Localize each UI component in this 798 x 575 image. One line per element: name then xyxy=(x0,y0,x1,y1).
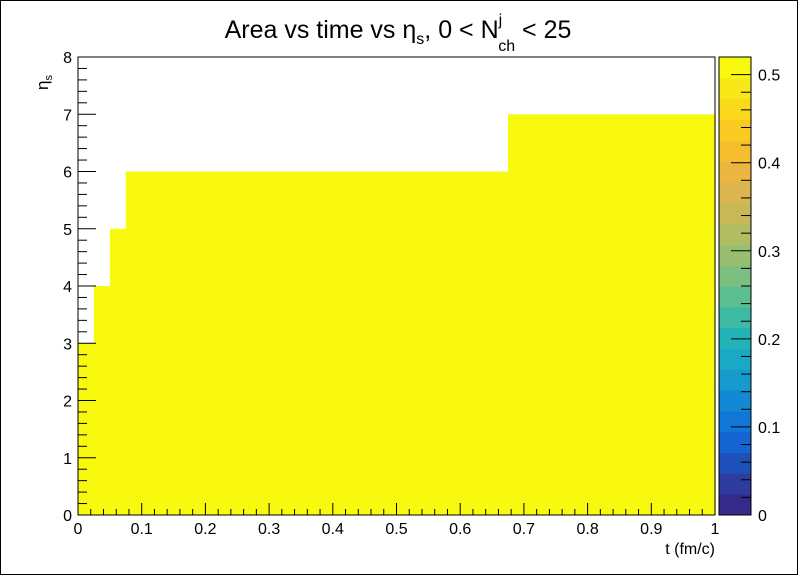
colorbar-swatch xyxy=(719,181,751,204)
z-tick-label: 0.4 xyxy=(758,156,780,173)
x-tick-label: 0.3 xyxy=(258,521,280,538)
colorbar-swatch xyxy=(719,57,751,79)
heatmap-cell-3 xyxy=(125,171,509,515)
y-tick-label: 2 xyxy=(63,394,72,411)
colorbar-swatch xyxy=(719,348,751,370)
y-tick-label: 5 xyxy=(63,222,72,239)
colorbar-swatch xyxy=(719,119,751,141)
colorbar-axis: 0 0.1 0.2 0.3 0.4 0.5 xyxy=(731,57,780,525)
colorbar-swatch xyxy=(719,140,751,162)
x-tick-label: 1 xyxy=(711,521,720,538)
colorbar-swatch xyxy=(719,410,751,433)
colorbar-swatch xyxy=(719,327,751,349)
x-axis: 0 0.1 0.2 0.3 0.4 0.5 0.6 0.7 0.8 0.9 1 xyxy=(74,503,720,538)
y-axis: 0 1 2 3 4 5 6 7 8 xyxy=(63,50,96,525)
x-tick-label: 0.7 xyxy=(513,521,535,538)
colorbar-swatch xyxy=(719,473,751,495)
x-tick-label: 0.4 xyxy=(322,521,344,538)
chart-title: Area vs time vs ηs, 0 < Nj ch < 25 xyxy=(225,12,572,55)
x-tick-label: 0.9 xyxy=(640,521,662,538)
colorbar-swatch xyxy=(719,369,751,391)
y-axis-label: ηs xyxy=(33,75,55,90)
colorbar-swatch xyxy=(719,494,751,516)
z-tick-label: 0.1 xyxy=(758,420,780,437)
z-tick-label: 0.3 xyxy=(758,244,780,261)
colorbar-swatch xyxy=(719,452,751,474)
colorbar-swatch xyxy=(719,286,751,308)
y-tick-label: 1 xyxy=(63,451,72,468)
colorbar-swatch xyxy=(719,223,751,245)
heatmap-cell-2 xyxy=(109,228,127,515)
colorbar-swatch xyxy=(719,77,751,100)
z-tick-label: 0 xyxy=(758,508,767,525)
y-tick-label: 7 xyxy=(63,107,72,124)
colorbar-swatch xyxy=(719,306,751,329)
x-tick-label: 0.2 xyxy=(194,521,216,538)
heatmap-cell-4 xyxy=(507,114,716,515)
y-tick-label: 4 xyxy=(63,279,72,296)
colorbar-swatch xyxy=(719,244,751,266)
heatmap-cells xyxy=(78,114,716,515)
x-tick-label: 0.8 xyxy=(576,521,598,538)
x-tick-label: 0.5 xyxy=(385,521,407,538)
y-tick-label: 8 xyxy=(63,50,72,67)
colorbar-swatch xyxy=(719,265,751,287)
x-tick-label: 0.1 xyxy=(131,521,153,538)
heatmap-cell-0 xyxy=(78,343,95,515)
x-tick-label: 0.6 xyxy=(449,521,471,538)
y-tick-label: 6 xyxy=(63,165,72,182)
colorbar xyxy=(718,56,752,516)
y-tick-label: 0 xyxy=(63,508,72,525)
y-tick-label: 3 xyxy=(63,336,72,353)
z-tick-label: 0.5 xyxy=(758,68,780,85)
colorbar-swatch xyxy=(719,431,751,454)
colorbar-swatch xyxy=(719,202,751,225)
x-tick-label: 0 xyxy=(74,521,83,538)
heatmap-cell-1 xyxy=(93,286,111,515)
colorbar-swatch xyxy=(719,161,751,183)
x-axis-label: t (fm/c) xyxy=(665,541,715,558)
colorbar-swatch xyxy=(719,390,751,412)
z-tick-label: 0.2 xyxy=(758,332,780,349)
colorbar-swatch xyxy=(719,98,751,120)
